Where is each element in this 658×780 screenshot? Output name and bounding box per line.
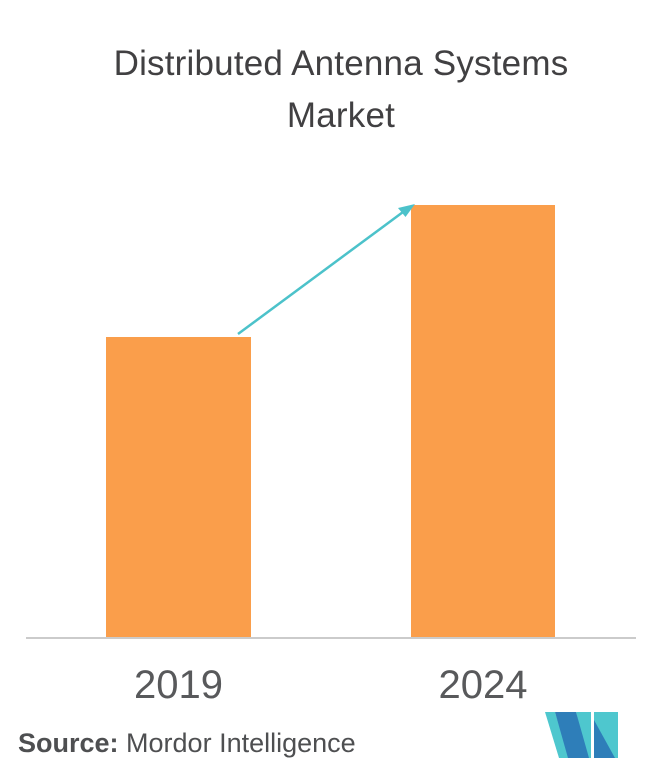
mordor-intelligence-logo-icon: [545, 712, 618, 758]
chart-title-line-1: Distributed Antenna Systems: [113, 44, 569, 83]
x-tick-label-2024: 2024: [438, 663, 528, 707]
x-tick-label-2019: 2019: [134, 663, 223, 707]
x-axis-line: [26, 637, 636, 639]
source-line: Source: Mordor Intelligence: [18, 726, 356, 760]
bar-2019: [106, 337, 251, 638]
chart-title: Distributed Antenna Systems Market: [12, 38, 658, 142]
source-label: Source:: [18, 728, 119, 758]
bar-2024: [411, 205, 555, 638]
source-text: Mordor Intelligence: [126, 728, 356, 758]
chart-title-line-2: Market: [286, 96, 396, 135]
